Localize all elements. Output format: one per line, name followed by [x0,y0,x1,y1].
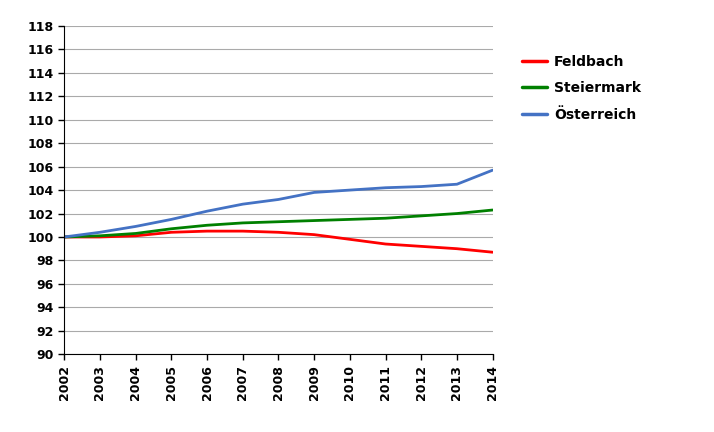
Feldbach [60,235,69,240]
Steiermark [131,231,140,236]
Österreich [488,168,497,173]
Steiermark [274,219,283,224]
Österreich [381,185,390,191]
Österreich [310,190,318,195]
Österreich [167,217,176,222]
Feldbach [274,230,283,235]
Feldbach [238,229,247,234]
Österreich [453,181,461,187]
Steiermark [60,235,69,240]
Österreich [60,235,69,240]
Feldbach [96,235,104,240]
Steiermark [310,218,318,223]
Line: Feldbach: Feldbach [64,231,493,252]
Feldbach [417,244,426,249]
Österreich [417,184,426,189]
Steiermark [167,226,176,232]
Legend: Feldbach, Steiermark, Österreich: Feldbach, Steiermark, Österreich [517,49,647,127]
Steiermark [417,213,426,219]
Feldbach [167,230,176,235]
Feldbach [488,250,497,255]
Line: Steiermark: Steiermark [64,210,493,237]
Line: Österreich: Österreich [64,170,493,237]
Feldbach [346,237,354,242]
Steiermark [96,233,104,238]
Steiermark [453,211,461,216]
Österreich [96,230,104,235]
Steiermark [203,222,211,228]
Steiermark [381,216,390,221]
Feldbach [381,241,390,247]
Österreich [274,197,283,202]
Steiermark [488,207,497,213]
Feldbach [310,232,318,237]
Feldbach [131,233,140,238]
Steiermark [238,220,247,226]
Österreich [131,224,140,229]
Österreich [346,187,354,193]
Österreich [203,209,211,214]
Steiermark [346,217,354,222]
Feldbach [453,246,461,251]
Österreich [238,202,247,207]
Feldbach [203,229,211,234]
